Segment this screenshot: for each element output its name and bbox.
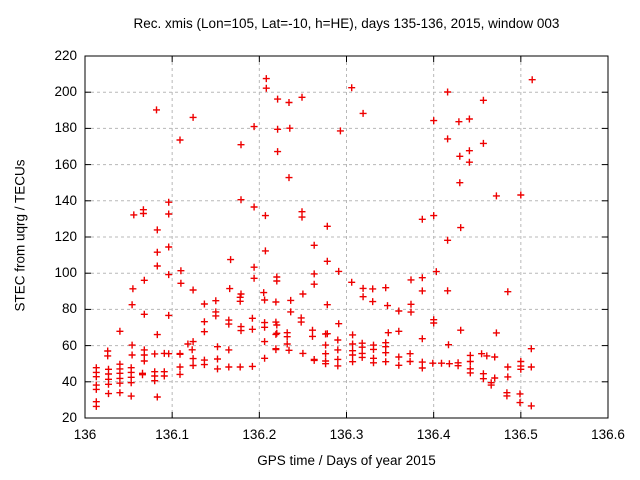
x-tick-label: 136.1 (155, 427, 190, 442)
x-tick-label: 136.6 (591, 427, 625, 442)
y-tick-label: 200 (54, 84, 77, 100)
y-tick-label: 220 (54, 48, 77, 63)
x-tick-label: 136.4 (416, 427, 451, 442)
x-axis-label: GPS time / Days of year 2015 (257, 453, 436, 468)
y-tick-label: 40 (61, 373, 77, 389)
y-tick-label: 120 (54, 229, 77, 244)
y-axis-label: STEC from uqrg / TECUs (12, 159, 28, 312)
y-tick-label: 140 (54, 192, 77, 208)
y-tick-label: 60 (61, 337, 77, 353)
y-tick-label: 160 (54, 156, 77, 172)
x-tick-label: 136.3 (329, 427, 364, 442)
data-point-markers (92, 75, 536, 410)
y-tick-label: 80 (61, 301, 77, 317)
y-tick-label: 20 (61, 410, 77, 425)
x-tick-label: 136.5 (503, 427, 538, 442)
chart-title: Rec. xmis (Lon=105, Lat=-10, h=HE), days… (133, 16, 560, 31)
x-tick-label: 136 (73, 427, 97, 442)
x-tick-label: 136.2 (242, 427, 277, 442)
y-tick-label: 100 (54, 265, 77, 281)
y-tick-label: 180 (54, 120, 77, 136)
